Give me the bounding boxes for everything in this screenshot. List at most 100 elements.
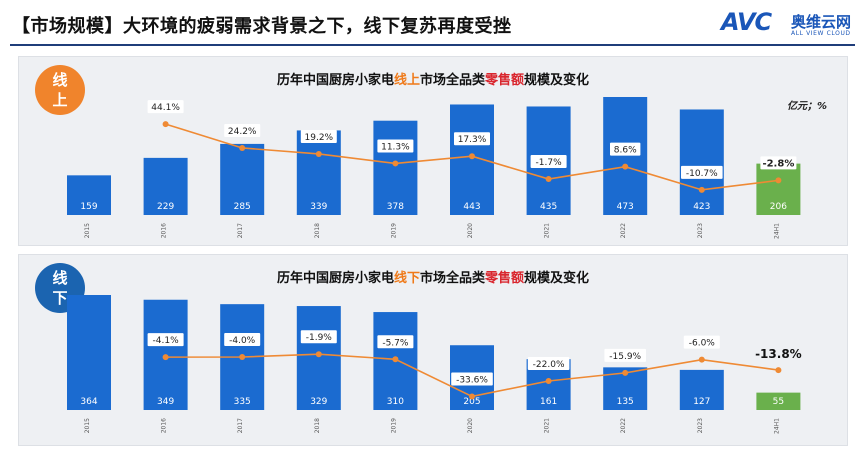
offline-growth-label: -4.1% xyxy=(153,336,180,346)
online-growth-label-bg xyxy=(224,123,261,137)
offline-chart-svg: 364 2015 349 2016 335 2017 329 2018 310 2019 205 20… xyxy=(67,295,802,434)
online-bar-label: 206 xyxy=(770,202,787,212)
offline-growth-label-bg xyxy=(683,335,720,349)
online-bar xyxy=(450,104,494,215)
online-tick-label: 2017 xyxy=(237,223,244,238)
online-bar xyxy=(296,130,341,215)
online-unit-label: 亿元；% xyxy=(786,101,827,112)
offline-bar-label: 364 xyxy=(80,397,97,407)
offline-growth-point xyxy=(315,351,322,358)
online-growth-label-bg xyxy=(300,129,337,143)
online-badge: 线 上 xyxy=(35,65,85,115)
offline-growth-label-bg xyxy=(147,333,184,347)
offline-growth-label: -33.6% xyxy=(456,375,488,385)
online-bar-label: 339 xyxy=(310,202,327,212)
online-growth-label-bg xyxy=(377,139,414,153)
offline-growth-label: -5.7% xyxy=(382,338,409,348)
title-part-metric: 零售额 xyxy=(485,271,525,286)
offline-tick-label: 2021 xyxy=(544,418,551,433)
page-title: 【市场规模】大环境的疲弱需求背景之下，线下复苏再度受挫 xyxy=(12,16,512,37)
online-growth-label-bg xyxy=(681,165,723,179)
avc-logo: AVC 奥维云网 ALL VIEW CLOUD xyxy=(721,8,851,42)
online-growth-point xyxy=(392,160,399,167)
offline-growth-point xyxy=(392,356,399,363)
online-chart-title: 历年中国厨房小家电线上市场全品类零售额规模及变化 xyxy=(19,69,847,88)
online-growth-label-bg xyxy=(454,132,490,146)
online-bar-label: 423 xyxy=(693,202,710,212)
offline-growth-label-bg xyxy=(604,348,646,362)
offline-bar xyxy=(296,306,341,410)
online-growth-label-bg xyxy=(530,155,567,169)
online-tick-label: 2020 xyxy=(467,223,474,238)
online-bar-label: 435 xyxy=(540,202,557,212)
offline-bar-label: 161 xyxy=(540,397,557,407)
online-growth-label: 44.1% xyxy=(151,103,180,113)
offline-growth-label-bg xyxy=(451,372,493,386)
offline-growth-label: -1.9% xyxy=(306,333,333,343)
online-tick-label: 2021 xyxy=(544,223,551,238)
online-tick-label: 2022 xyxy=(620,223,627,238)
header-divider xyxy=(10,44,855,46)
offline-growth-point xyxy=(622,369,629,376)
online-growth-point xyxy=(775,177,782,184)
offline-tick-label: 2016 xyxy=(161,418,168,433)
online-tick-label: 2019 xyxy=(390,223,397,238)
online-growth-point xyxy=(545,176,552,183)
online-bar-label: 378 xyxy=(387,202,404,212)
offline-bar-label: 135 xyxy=(617,397,634,407)
online-growth-point xyxy=(315,150,322,157)
online-chart-panel: 线 上 历年中国厨房小家电线上市场全品类零售额规模及变化 亿元；% 159 201… xyxy=(18,56,848,246)
online-growth-label-bg xyxy=(610,142,641,156)
offline-tick-label: 24H1 xyxy=(773,418,780,434)
offline-bar-label: 205 xyxy=(463,397,480,407)
title-part-channel: 线下 xyxy=(393,271,420,286)
offline-tick-label: 2020 xyxy=(467,418,474,433)
online-tick-label: 2018 xyxy=(314,223,321,238)
offline-growth-label: -6.0% xyxy=(689,339,716,349)
online-bar xyxy=(603,97,648,215)
offline-tick-label: 2022 xyxy=(620,418,627,433)
offline-growth-point xyxy=(775,367,782,374)
online-tick-label: 2023 xyxy=(697,223,704,238)
online-growth-label: 24.2% xyxy=(228,127,257,137)
offline-bar-label: 329 xyxy=(310,397,327,407)
online-bar-label: 285 xyxy=(234,202,251,212)
offline-tick-label: 2018 xyxy=(314,418,321,433)
online-growth-label: 8.6% xyxy=(614,146,637,156)
logo-mark: AVC xyxy=(721,8,772,36)
online-tick-label: 2016 xyxy=(161,223,168,238)
online-growth-point xyxy=(622,163,629,170)
online-growth-point xyxy=(239,144,246,151)
online-bar-label: 473 xyxy=(617,202,634,212)
offline-growth-point xyxy=(162,354,169,361)
online-tick-label: 2015 xyxy=(84,223,91,238)
title-part: 规模及变化 xyxy=(524,271,590,286)
title-part: 市场全品类 xyxy=(419,73,485,88)
offline-bar xyxy=(679,369,724,410)
offline-tick-label: 2019 xyxy=(390,418,397,433)
online-growth-label-bg xyxy=(760,156,797,170)
offline-chart-panel: 线 下 历年中国厨房小家电线下市场全品类零售额规模及变化 364 2015 349 2… xyxy=(18,254,848,446)
online-bar xyxy=(220,143,265,215)
online-growth-point xyxy=(469,153,475,160)
online-bar xyxy=(143,157,188,215)
online-growth-label-bg xyxy=(147,100,184,114)
offline-badge-line2: 下 xyxy=(52,289,68,307)
online-growth-label: -10.7% xyxy=(686,169,718,179)
title-part: 市场全品类 xyxy=(419,271,485,286)
offline-bar-label: 310 xyxy=(387,397,404,407)
offline-growth-point xyxy=(469,393,475,400)
offline-growth-label: -13.8% xyxy=(755,347,802,361)
logo-cn-text: 奥维云网 xyxy=(791,13,852,31)
offline-growth-point xyxy=(545,378,552,384)
online-bar-label: 443 xyxy=(463,202,480,212)
online-bar-label: 229 xyxy=(157,202,174,212)
online-tick-label: 24H1 xyxy=(773,223,780,239)
offline-bar-label: 55 xyxy=(773,397,784,407)
offline-bar xyxy=(756,392,801,410)
offline-bar-label: 349 xyxy=(157,397,174,407)
online-chart-svg: 159 2015 229 2016 285 2017 339 2018 378 2019 443 20… xyxy=(67,97,801,239)
title-part: 历年中国厨房小家电 xyxy=(276,73,394,88)
online-badge-line2: 上 xyxy=(52,91,68,109)
online-growth-point xyxy=(162,121,169,128)
